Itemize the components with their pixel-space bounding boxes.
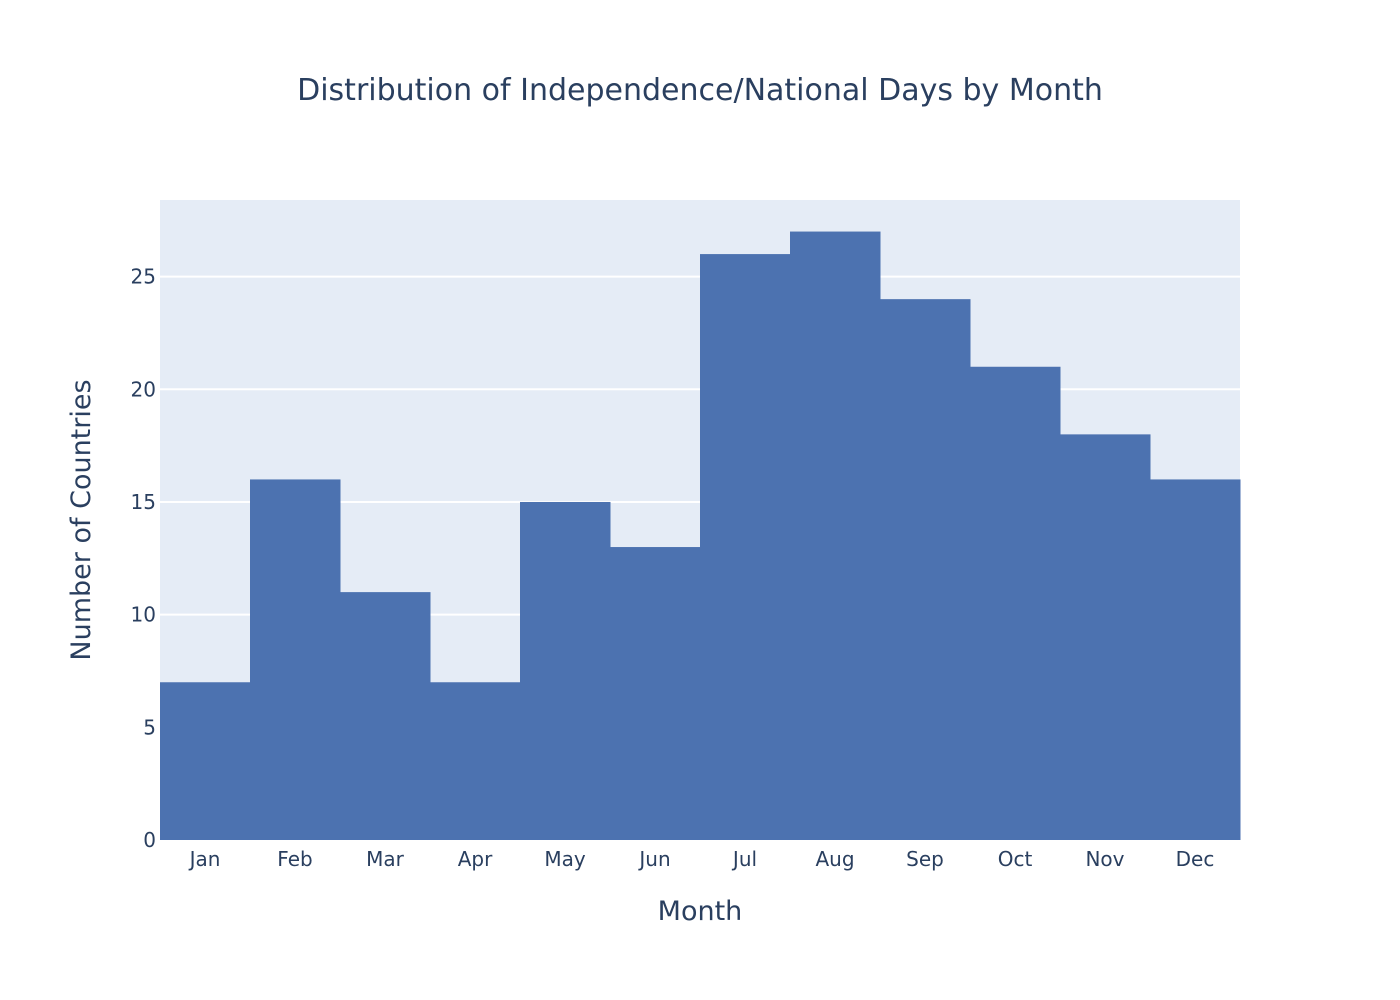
y-tick-label: 0: [143, 828, 156, 852]
bar-may: [520, 501, 611, 840]
chart-title: Distribution of Independence/National Da…: [297, 73, 1103, 108]
bar-jan: [160, 682, 251, 840]
bar-jul: [700, 254, 791, 841]
x-tick-label-nov: Nov: [1085, 847, 1124, 871]
y-tick-label: 15: [131, 490, 156, 514]
bar-feb: [250, 479, 341, 840]
x-axis-title: Month: [658, 896, 743, 927]
bar-oct: [970, 366, 1061, 840]
bar-aug: [790, 231, 881, 840]
x-tick-label-jan: Jan: [188, 847, 221, 871]
y-tick-label: 5: [143, 715, 156, 739]
x-tick-labels: Jan Feb Mar Apr May Jun Jul Aug Sep Oct Nov Dec: [188, 847, 1215, 871]
bar-jun: [610, 547, 701, 840]
y-tick-labels: 0 5 10 15 20 25: [131, 265, 156, 852]
x-tick-label-aug: Aug: [815, 847, 854, 871]
x-tick-label-feb: Feb: [277, 847, 312, 871]
x-tick-label-mar: Mar: [366, 847, 405, 871]
bar-nov: [1060, 434, 1151, 840]
y-tick-label: 25: [131, 265, 156, 289]
y-tick-label: 10: [131, 603, 156, 627]
x-tick-label-apr: Apr: [458, 847, 493, 871]
x-tick-label-may: May: [544, 847, 586, 871]
bar-apr: [430, 682, 521, 840]
x-tick-label-oct: Oct: [998, 847, 1033, 871]
x-tick-label-jul: Jul: [731, 847, 757, 871]
bar-dec: [1150, 479, 1241, 840]
bar-sep: [880, 299, 971, 841]
bar-mar: [340, 592, 431, 840]
y-tick-label: 20: [131, 377, 156, 401]
x-tick-label-dec: Dec: [1176, 847, 1215, 871]
x-tick-label-jun: Jun: [637, 847, 670, 871]
y-axis-title: Number of Countries: [66, 379, 97, 660]
bars: [160, 231, 1241, 841]
x-tick-label-sep: Sep: [906, 847, 944, 871]
